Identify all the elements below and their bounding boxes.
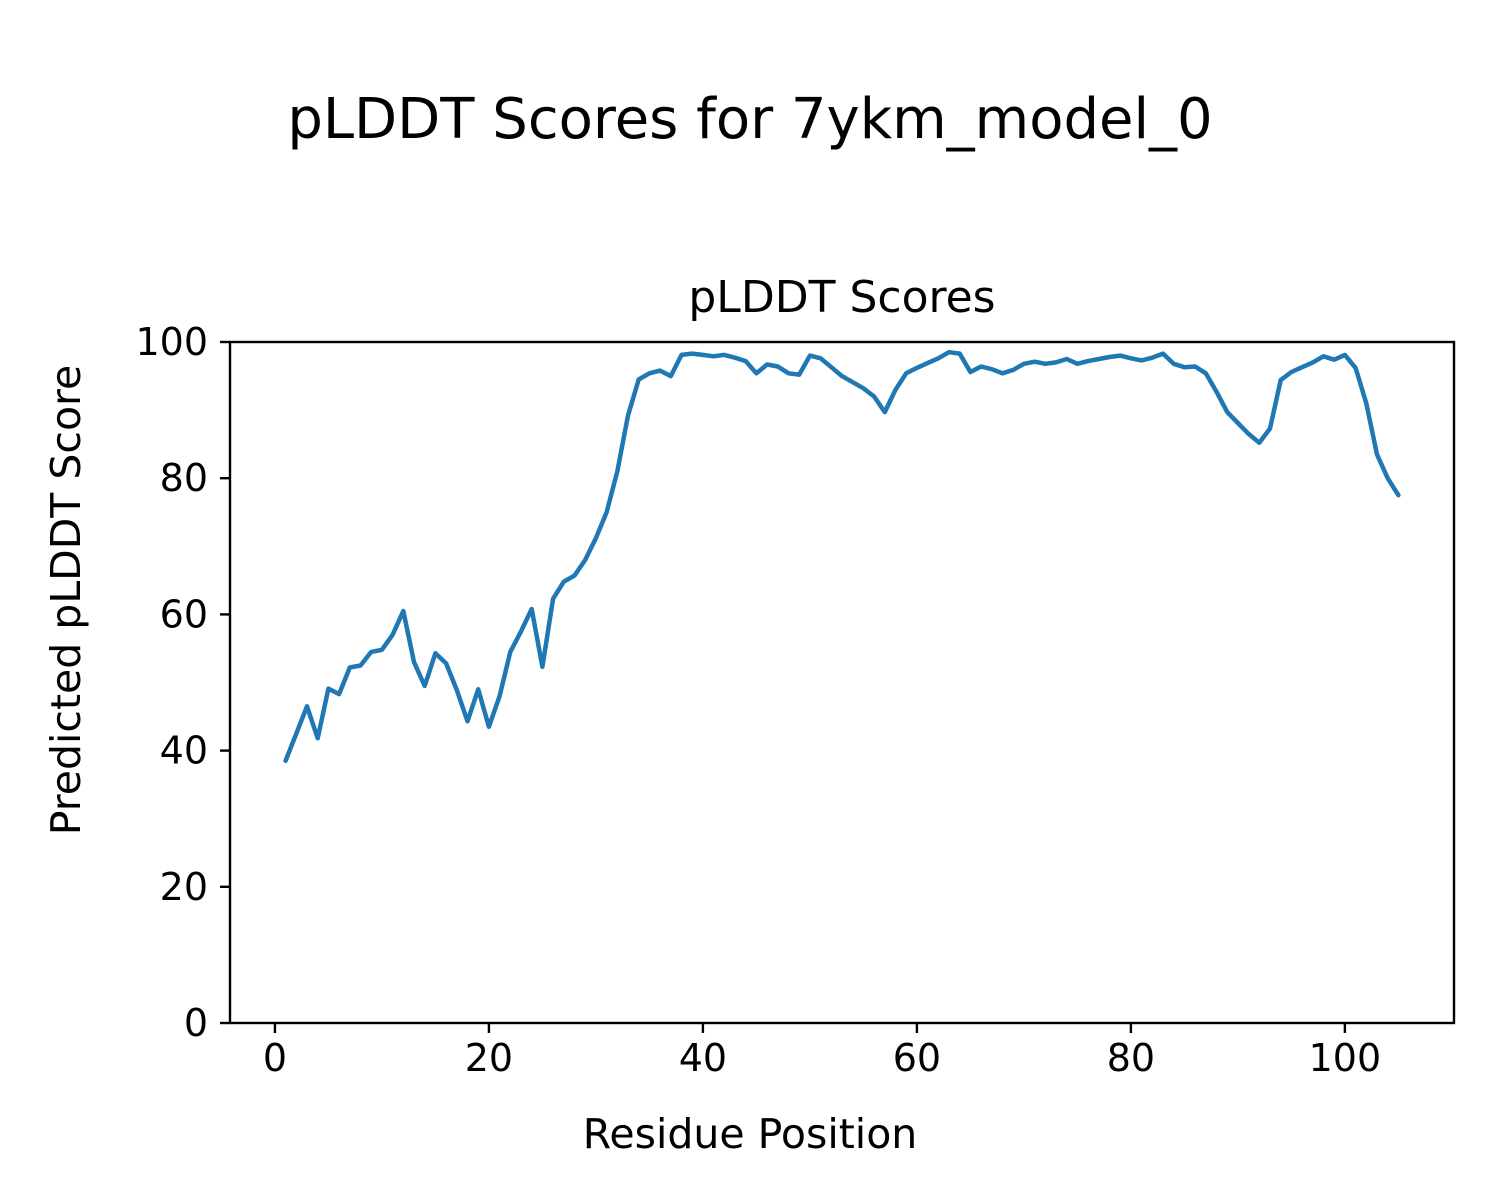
y-tick-label: 0 — [184, 1001, 208, 1045]
x-axis-label: Residue Position — [583, 1110, 918, 1158]
x-axis-ticks: 0 20 40 60 80 100 — [263, 1023, 1381, 1080]
x-tick-label: 20 — [465, 1036, 513, 1080]
y-tick-label: 40 — [160, 729, 208, 773]
y-tick-label: 100 — [135, 320, 208, 364]
x-tick-label: 0 — [263, 1036, 287, 1080]
y-axis-ticks: 0 20 40 60 80 100 — [135, 320, 230, 1045]
x-tick-label: 80 — [1107, 1036, 1155, 1080]
axes-title: pLDDT Scores — [688, 272, 995, 323]
y-axis-label: Predicted pLDDT Score — [42, 365, 90, 835]
y-tick-label: 20 — [160, 865, 208, 909]
x-tick-label: 60 — [893, 1036, 941, 1080]
figure-suptitle: pLDDT Scores for 7ykm_model_0 — [287, 87, 1212, 152]
y-tick-label: 80 — [160, 456, 208, 500]
x-tick-label: 100 — [1309, 1036, 1382, 1080]
y-tick-label: 60 — [160, 592, 208, 636]
plot-border — [228, 340, 1456, 1025]
plddt-score-line — [283, 349, 1401, 764]
x-tick-label: 40 — [679, 1036, 727, 1080]
